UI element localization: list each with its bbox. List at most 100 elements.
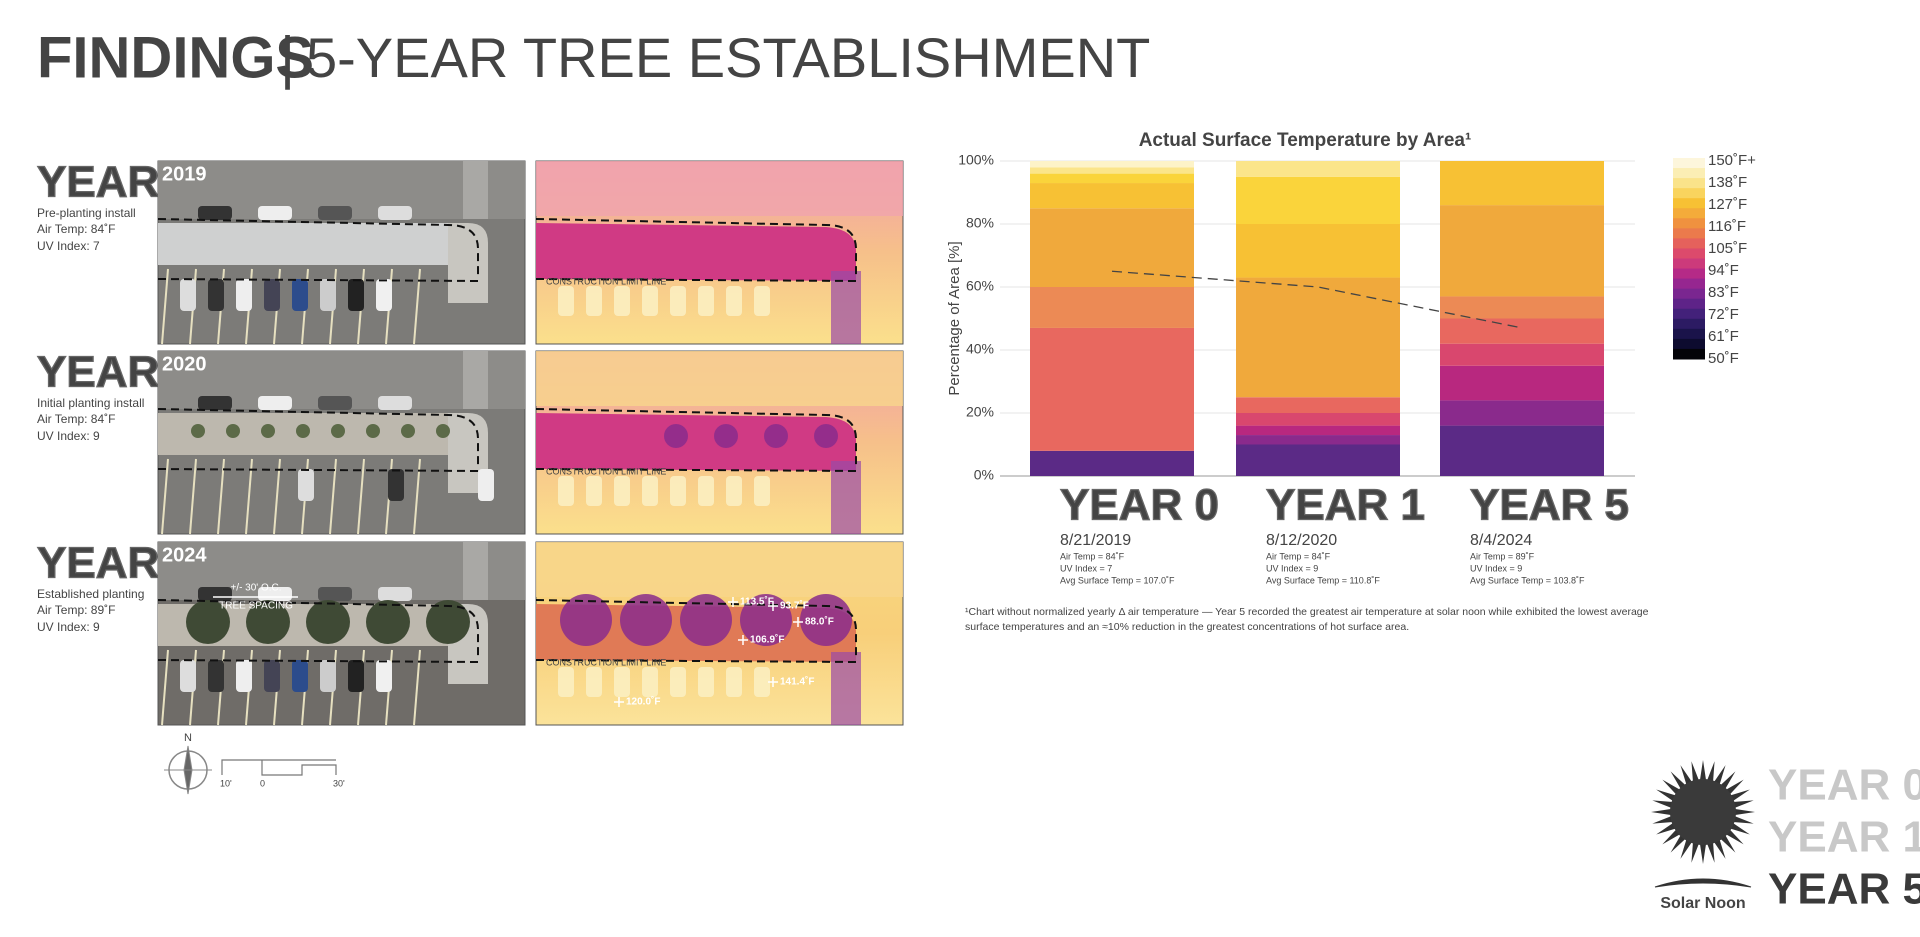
car	[236, 660, 252, 692]
car	[318, 396, 352, 410]
row-uv-index: UV Index: 9	[37, 620, 100, 634]
thermal-road	[536, 161, 903, 216]
stall-line	[245, 458, 253, 535]
car	[388, 469, 404, 501]
car	[318, 587, 352, 601]
car	[298, 469, 314, 501]
bar-segment	[1030, 208, 1194, 287]
colorbar-band	[1673, 258, 1705, 270]
row-uv-index: UV Index: 7	[37, 239, 100, 253]
category-label: YEAR 0	[1060, 481, 1219, 530]
colorbar-band	[1673, 218, 1705, 229]
bar-segment	[1030, 161, 1194, 168]
limit-line-label: CONSTRUCTION LIMIT LINE	[546, 657, 666, 667]
tree	[261, 424, 275, 438]
colorbar-band	[1673, 188, 1705, 199]
sidewalk	[158, 223, 458, 265]
bar-segment	[1440, 296, 1604, 319]
title: 5-YEAR TREE ESTABLISHMENT	[306, 26, 1150, 89]
thermal-car	[670, 476, 686, 506]
car	[208, 279, 224, 311]
car	[320, 660, 336, 692]
sidewalk-corner	[448, 223, 488, 303]
photo-year: 2020	[162, 353, 207, 375]
stall-line	[217, 458, 225, 535]
car	[478, 469, 494, 501]
car	[258, 396, 292, 410]
limit-line	[535, 218, 857, 279]
bar-segment	[1236, 444, 1400, 476]
colorbar-band	[1673, 168, 1705, 179]
colorbar-label: 94˚F	[1708, 262, 1739, 279]
bar-segment	[1030, 183, 1194, 209]
footnote: surface temperatures and an ≈10% reducti…	[965, 621, 1409, 633]
limit-line	[157, 659, 479, 663]
sun-icon	[1651, 760, 1755, 864]
category-note: UV Index = 7	[1060, 563, 1112, 573]
limit-line	[157, 408, 479, 469]
category-note: Air Temp = 89˚F	[1470, 551, 1535, 561]
aerial-photo: 2024 +/- 30' O.C. TREE SPACING	[157, 541, 526, 726]
thermal-tree	[714, 424, 738, 448]
scale-label: 0	[260, 778, 265, 788]
trend-line	[1111, 270, 1523, 329]
colorbar-band	[1673, 288, 1705, 300]
colorbar-label: 150˚F+	[1708, 152, 1756, 169]
stall-line	[357, 458, 365, 535]
colorbar-band	[1673, 238, 1705, 249]
thermal-car	[586, 667, 602, 697]
category-label: YEAR 5	[1470, 481, 1629, 530]
row-air-temp: Air Temp: 84˚F	[37, 222, 115, 236]
limit-line	[535, 659, 857, 663]
tree	[366, 600, 410, 644]
stall-line	[161, 649, 169, 726]
y-tick-label: 40%	[966, 341, 994, 357]
car	[376, 279, 392, 311]
colorbar-band	[1673, 308, 1705, 320]
stall-line	[189, 458, 197, 535]
bar-segment	[1030, 173, 1194, 184]
colorbar-band	[1673, 328, 1705, 340]
bar-segment	[1236, 435, 1400, 445]
stall-line	[273, 458, 281, 535]
limit-line	[157, 278, 479, 282]
reading-marker	[768, 677, 778, 687]
colorbar-band	[1673, 178, 1705, 189]
tree-spacing: +/- 30' O.C.	[230, 583, 281, 594]
thermal-tree	[764, 424, 788, 448]
thermal-image: CONSTRUCTION LIMIT LINE 113.5˚F 93.7˚F 88.0…	[535, 541, 904, 726]
thermal-car	[614, 286, 630, 316]
car	[208, 660, 224, 692]
compass-needle	[164, 745, 212, 795]
thermal-car	[614, 667, 630, 697]
car	[236, 279, 252, 311]
legend-year: YEAR 1	[1768, 813, 1920, 862]
colorbar-band	[1673, 208, 1705, 219]
tree	[226, 424, 240, 438]
thermal-tree	[680, 594, 732, 646]
title-separator: |	[280, 25, 295, 90]
bar-segment	[1440, 205, 1604, 297]
bar-segment	[1236, 413, 1400, 426]
thermal-car	[670, 667, 686, 697]
bar-segment	[1236, 224, 1400, 278]
category-date: 8/12/2020	[1266, 532, 1337, 549]
sun-disc	[1670, 779, 1736, 845]
limit-line-label: CONSTRUCTION LIMIT LINE	[546, 276, 666, 286]
bar-segment	[1236, 176, 1400, 224]
thermal-pole	[831, 652, 861, 725]
colorbar-label: 116˚F	[1708, 218, 1746, 235]
thermal-car	[698, 286, 714, 316]
category-date: 8/4/2024	[1470, 532, 1532, 549]
car	[264, 660, 280, 692]
category-note: Avg Surface Temp = 107.0˚F	[1060, 575, 1175, 585]
car	[378, 206, 412, 220]
bar-segment	[1236, 397, 1400, 413]
thermal-car	[614, 476, 630, 506]
tree	[426, 600, 470, 644]
legend-year: YEAR 0	[1768, 761, 1920, 810]
bar-segment	[1440, 365, 1604, 401]
limit-line	[157, 218, 479, 279]
car	[378, 587, 412, 601]
